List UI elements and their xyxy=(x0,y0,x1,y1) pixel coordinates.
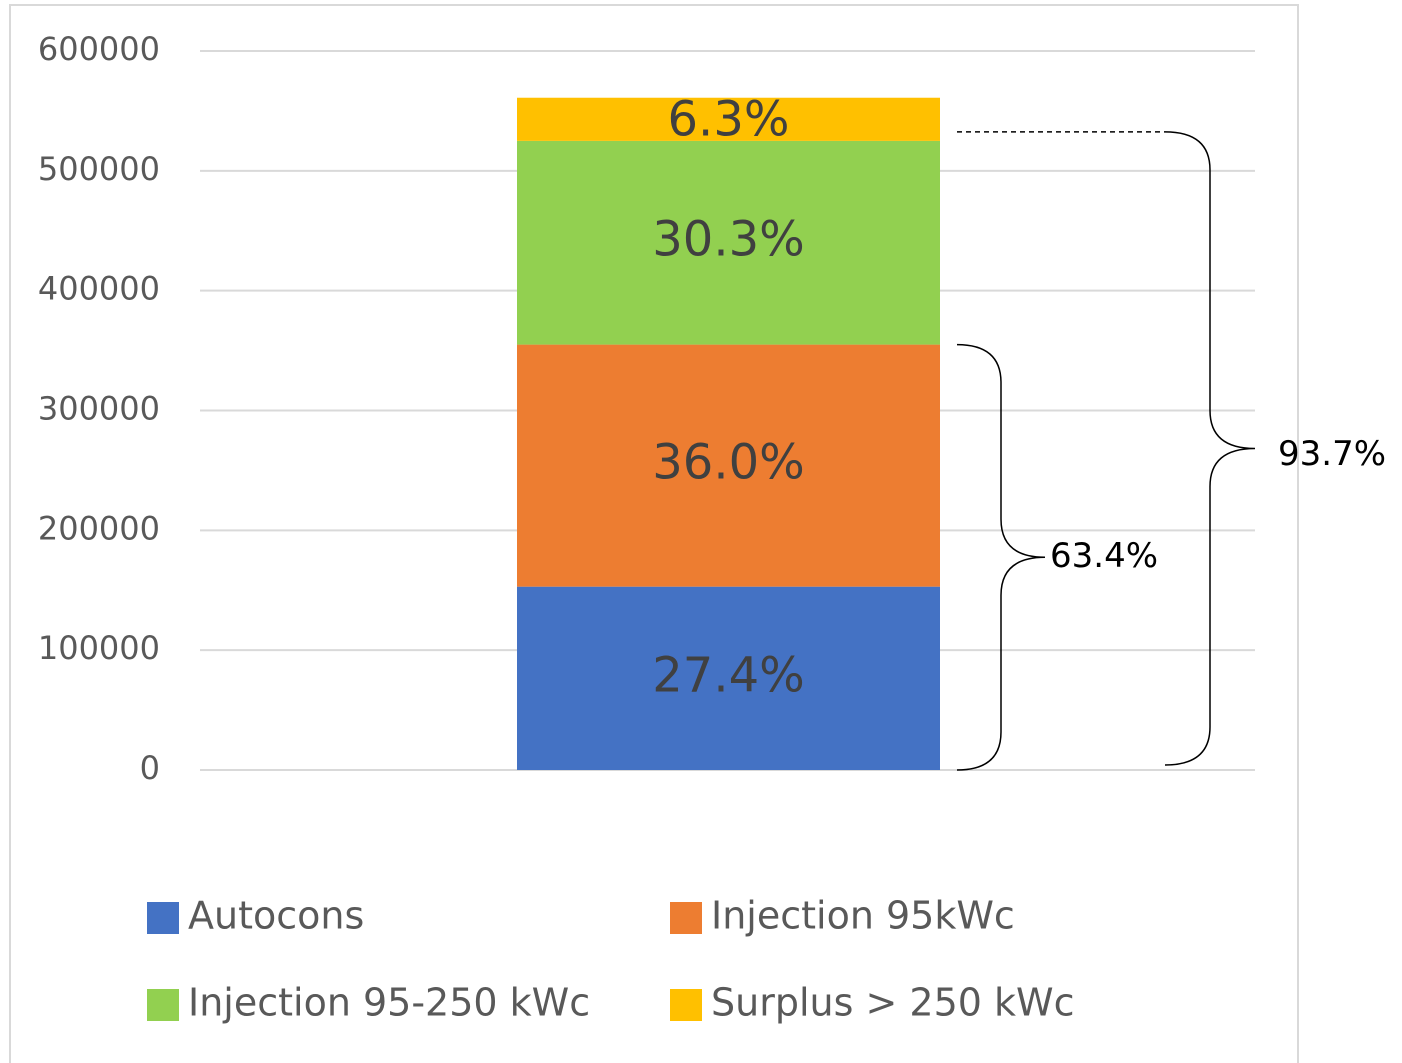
legend-swatch xyxy=(147,989,179,1021)
segment-label: 27.4% xyxy=(652,647,804,703)
y-tick-label: 400000 xyxy=(38,270,160,308)
bar-segment xyxy=(517,344,940,587)
y-tick-label: 300000 xyxy=(38,390,160,428)
annotation: 63.4% xyxy=(1050,536,1158,576)
bar-segment xyxy=(517,97,940,141)
y-tick-label: 500000 xyxy=(38,150,160,188)
y-tick-label: 200000 xyxy=(38,509,160,547)
legend-label: Autocons xyxy=(188,894,364,938)
segment-label: 30.3% xyxy=(652,212,804,268)
legend-label: Injection 95-250 kWc xyxy=(188,981,590,1025)
bar-segment xyxy=(517,140,940,345)
brace xyxy=(1164,131,1256,766)
brace xyxy=(956,343,1046,771)
y-tick-label: 0 xyxy=(140,749,160,787)
segment-label: 6.3% xyxy=(668,91,790,147)
legend-label: Injection 95kWc xyxy=(711,894,1015,938)
segment-label: 36.0% xyxy=(652,435,804,491)
bar-segment xyxy=(517,586,940,770)
legend-swatch xyxy=(670,989,702,1021)
legend-swatch xyxy=(147,902,179,934)
annotation: 93.7% xyxy=(1278,434,1386,474)
y-tick-label: 100000 xyxy=(38,629,160,667)
legend-swatch xyxy=(670,902,702,934)
y-tick-label: 600000 xyxy=(38,30,160,68)
legend-label: Surplus > 250 kWc xyxy=(711,981,1074,1025)
